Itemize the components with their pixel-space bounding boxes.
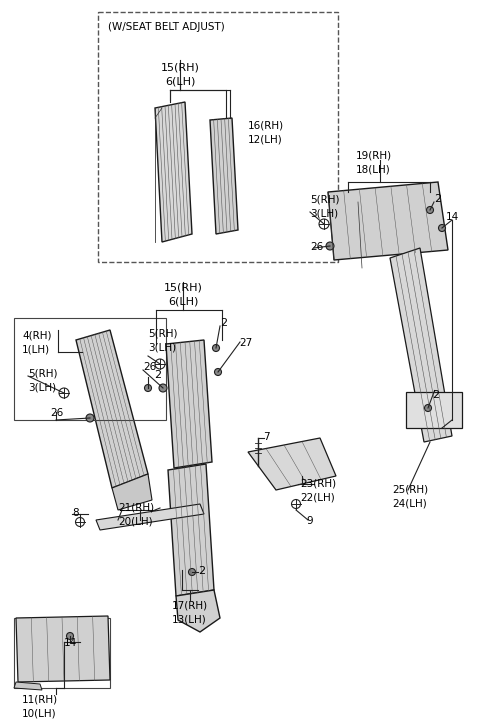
Text: 5(RH): 5(RH): [310, 194, 339, 204]
Polygon shape: [328, 182, 448, 260]
Circle shape: [427, 206, 433, 214]
Polygon shape: [96, 504, 204, 530]
Polygon shape: [168, 464, 214, 596]
Circle shape: [86, 414, 94, 422]
Polygon shape: [248, 438, 336, 490]
Polygon shape: [176, 590, 220, 632]
Text: 10(LH): 10(LH): [22, 708, 57, 718]
Circle shape: [215, 368, 221, 375]
Circle shape: [144, 385, 152, 391]
Polygon shape: [76, 330, 148, 488]
Text: 17(RH): 17(RH): [172, 600, 208, 610]
Text: 3(LH): 3(LH): [310, 208, 338, 218]
Text: 3(LH): 3(LH): [28, 382, 56, 392]
Text: 4(RH): 4(RH): [22, 330, 51, 340]
Text: 13(LH): 13(LH): [172, 614, 207, 624]
Bar: [14, 318, 166, 420]
Text: 2: 2: [198, 566, 205, 576]
Polygon shape: [210, 118, 238, 234]
Text: 27: 27: [239, 338, 252, 348]
Text: 25(RH): 25(RH): [392, 484, 428, 494]
Polygon shape: [14, 682, 42, 690]
Bar: [14, 618, 110, 688]
Text: 15(RH): 15(RH): [161, 62, 199, 72]
Polygon shape: [406, 392, 462, 428]
Text: 11(RH): 11(RH): [22, 694, 58, 704]
Circle shape: [213, 344, 219, 352]
Circle shape: [67, 632, 73, 640]
Text: 2: 2: [220, 318, 227, 328]
Polygon shape: [16, 616, 110, 682]
Text: 19(RH): 19(RH): [356, 150, 392, 160]
Text: 7: 7: [263, 432, 270, 442]
Text: 16(RH): 16(RH): [248, 120, 284, 130]
Text: 24(LH): 24(LH): [392, 498, 427, 508]
Text: 5(RH): 5(RH): [148, 328, 178, 338]
Polygon shape: [155, 102, 192, 242]
Text: 9: 9: [306, 516, 312, 526]
Text: 1(LH): 1(LH): [22, 344, 50, 354]
Text: 18(LH): 18(LH): [356, 164, 391, 174]
Bar: [98, 12, 338, 262]
Polygon shape: [390, 248, 452, 442]
Circle shape: [439, 225, 445, 232]
Text: 14: 14: [64, 638, 77, 648]
Text: 5(RH): 5(RH): [28, 368, 58, 378]
Text: (W/SEAT BELT ADJUST): (W/SEAT BELT ADJUST): [108, 22, 225, 32]
Circle shape: [424, 404, 432, 412]
Text: 20(LH): 20(LH): [118, 516, 153, 526]
Text: 14: 14: [446, 212, 459, 222]
Text: 3(LH): 3(LH): [148, 342, 176, 352]
Text: 22(LH): 22(LH): [300, 492, 335, 502]
Text: 6(LH): 6(LH): [165, 76, 195, 86]
Text: 8: 8: [72, 508, 79, 518]
Circle shape: [326, 242, 334, 250]
Text: 2: 2: [434, 194, 441, 204]
Polygon shape: [166, 340, 212, 468]
Circle shape: [159, 384, 167, 392]
Polygon shape: [112, 474, 152, 510]
Text: 26: 26: [310, 242, 323, 252]
Text: 26: 26: [143, 362, 156, 372]
Text: 2: 2: [432, 390, 439, 400]
Text: 2: 2: [154, 370, 161, 380]
Text: 6(LH): 6(LH): [168, 296, 198, 306]
Text: 15(RH): 15(RH): [164, 282, 203, 292]
Circle shape: [189, 568, 195, 575]
Text: 21(RH): 21(RH): [118, 502, 154, 512]
Text: 26: 26: [50, 408, 63, 418]
Text: 12(LH): 12(LH): [248, 134, 283, 144]
Text: 23(RH): 23(RH): [300, 478, 336, 488]
